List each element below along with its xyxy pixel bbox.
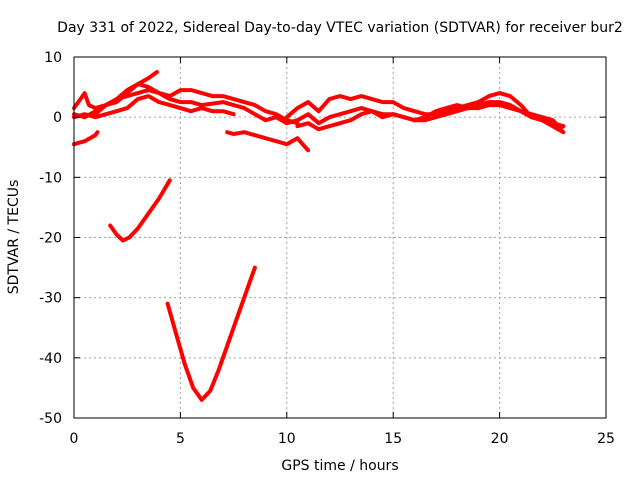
axis-ticks (73, 56, 607, 419)
y-tick-label: -20 (39, 231, 62, 247)
data-series (72, 70, 566, 402)
x-tick-label: 0 (70, 431, 79, 447)
y-axis-label: SDTVAR / TECUs (6, 180, 22, 295)
series-arc-6 (225, 130, 311, 153)
x-tick-label: 15 (384, 431, 402, 447)
axis-tick-labels: 0 5 10 15 20 25 10 0 -10 -20 -30 -40 -50 (39, 50, 615, 447)
y-tick-label: -30 (39, 291, 62, 307)
series-arc-2 (72, 88, 300, 126)
series-arc-1 (72, 130, 100, 147)
series-arc-8 (165, 265, 257, 402)
x-tick-label: 25 (597, 431, 615, 447)
series-arc-9 (284, 91, 566, 129)
x-tick-label: 5 (176, 431, 185, 447)
y-tick-label: -40 (39, 351, 62, 367)
x-tick-label: 10 (278, 431, 296, 447)
y-tick-label: 0 (53, 110, 62, 126)
chart-title: Day 331 of 2022, Sidereal Day-to-day VTE… (57, 20, 623, 36)
series-arc-11 (295, 100, 564, 132)
x-axis-label: GPS time / hours (281, 458, 398, 474)
x-tick-label: 20 (491, 431, 509, 447)
series-arc-5 (72, 94, 236, 120)
y-tick-label: -50 (39, 411, 62, 427)
y-tick-label: -10 (39, 170, 62, 186)
series-arc-4 (93, 82, 289, 126)
series-arc-7 (108, 178, 172, 243)
y-tick-label: 10 (44, 50, 62, 66)
